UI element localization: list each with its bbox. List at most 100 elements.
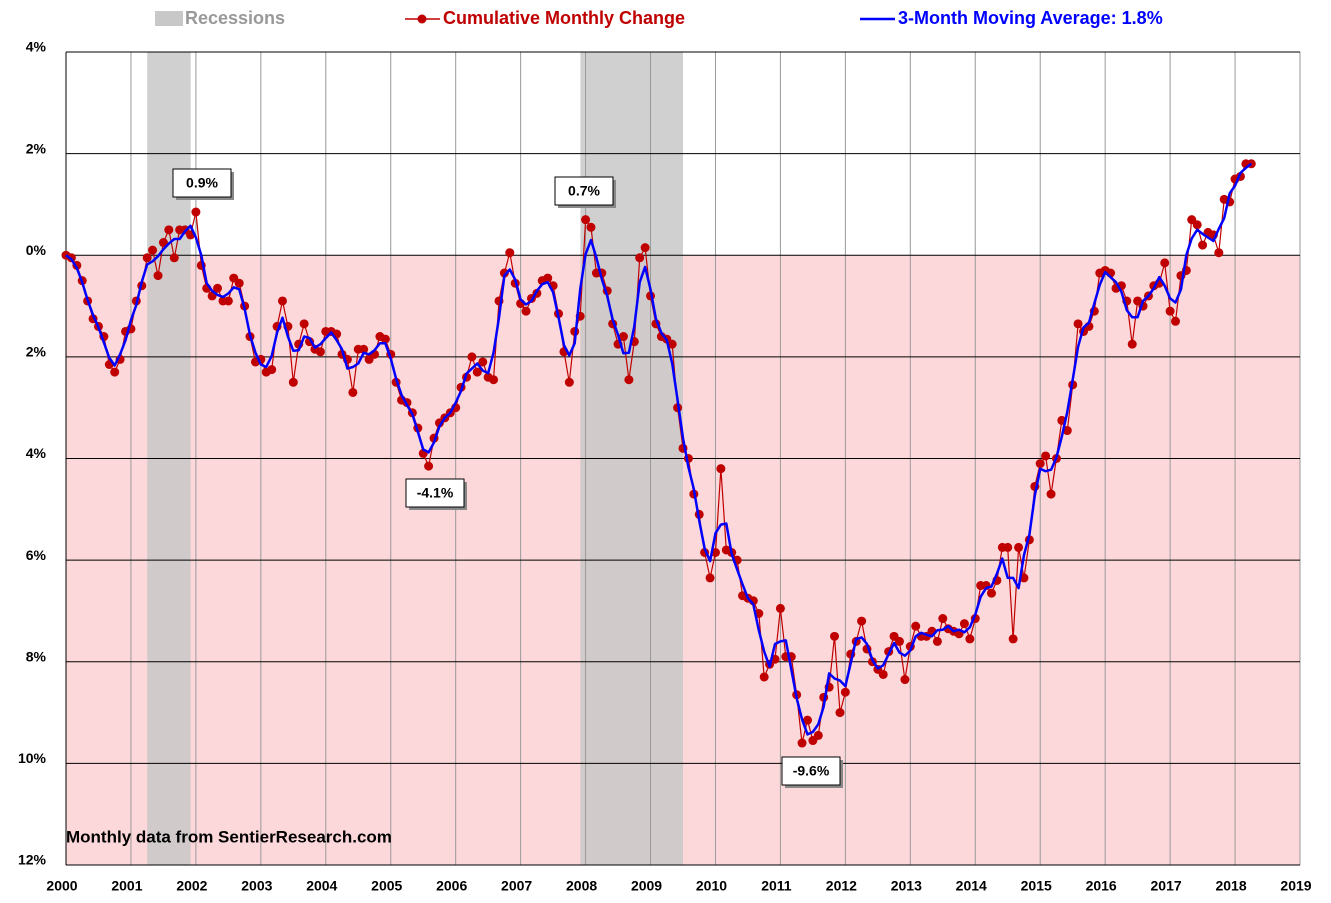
data-point <box>618 332 628 342</box>
data-point <box>900 675 910 685</box>
x-tick-label: 2008 <box>566 878 597 894</box>
annotation-label: -4.1% <box>417 485 454 501</box>
x-tick-label: 2001 <box>111 878 142 894</box>
y-tick-label: 2% <box>26 140 47 156</box>
data-point <box>164 225 174 235</box>
x-tick-label: 2004 <box>306 878 337 894</box>
annotation: -4.1% <box>405 478 467 510</box>
data-point <box>169 253 179 263</box>
data-point <box>1198 240 1208 250</box>
plot-background <box>65 51 1301 866</box>
y-tick-label: 4% <box>26 39 47 55</box>
annotation-box <box>554 176 614 206</box>
x-tick-label: 2000 <box>46 878 77 894</box>
data-point <box>830 631 840 641</box>
data-point <box>299 319 309 329</box>
legend: Recessions Cumulative Monthly Change 3-Mon… <box>155 8 1163 28</box>
data-point <box>1192 220 1202 230</box>
data-point <box>640 243 650 253</box>
y-tick-label: 6% <box>26 547 47 563</box>
legend-swatch <box>155 11 183 26</box>
data-point <box>624 375 634 385</box>
data-point <box>467 352 477 362</box>
data-point <box>499 268 509 278</box>
annotation: 0.9% <box>172 168 234 200</box>
data-point <box>797 738 807 748</box>
data-point <box>667 339 677 349</box>
data-point <box>1214 248 1224 258</box>
data-point <box>1073 319 1083 329</box>
data-point <box>1003 542 1013 552</box>
data-point <box>472 367 482 377</box>
data-point <box>759 672 769 682</box>
data-point <box>191 207 201 217</box>
data-point <box>803 715 813 725</box>
x-tick-label: 2018 <box>1215 878 1246 894</box>
data-point <box>813 730 823 740</box>
data-point <box>894 636 904 646</box>
data-point <box>478 357 488 367</box>
annotation-box <box>781 756 841 786</box>
data-point <box>277 296 287 306</box>
x-tick-label: 2011 <box>761 878 792 894</box>
data-point <box>564 377 574 387</box>
data-point <box>987 588 996 598</box>
data-point <box>581 215 591 225</box>
annotation-label: 0.9% <box>186 175 218 191</box>
legend-label: 3-Month Moving Average: 1.8% <box>898 8 1163 28</box>
data-point <box>959 619 969 629</box>
x-tick-label: 2003 <box>241 878 272 894</box>
data-point <box>359 344 369 354</box>
source-note: Monthly data from SentierResearch.com <box>66 827 392 846</box>
x-tick-label: 2007 <box>501 878 532 894</box>
data-point <box>1046 489 1056 499</box>
data-point <box>932 636 942 646</box>
annotation-box <box>405 478 465 508</box>
x-tick-label: 2016 <box>1086 878 1117 894</box>
legend-marker <box>417 14 427 24</box>
data-point <box>1014 542 1024 552</box>
data-point <box>543 273 553 283</box>
y-tick-label: 12% <box>18 852 47 868</box>
data-point <box>938 614 948 624</box>
data-point <box>489 375 499 385</box>
data-point <box>223 296 233 306</box>
y-tick-label: 0% <box>26 242 47 258</box>
data-point <box>840 687 850 697</box>
data-point <box>213 283 223 293</box>
x-tick-label: 2019 <box>1280 878 1311 894</box>
legend-label: Recessions <box>185 8 285 28</box>
x-tick-label: 2014 <box>956 878 987 894</box>
annotation-label: 0.7% <box>568 183 600 199</box>
y-tick-label: 10% <box>18 750 47 766</box>
data-point <box>775 603 785 613</box>
data-point <box>911 621 921 631</box>
x-tick-label: 2006 <box>436 878 467 894</box>
x-tick-label: 2012 <box>826 878 857 894</box>
legend-label: Cumulative Monthly Change <box>443 8 685 28</box>
y-tick-label: 8% <box>26 648 47 664</box>
x-tick-label: 2017 <box>1151 878 1182 894</box>
annotation: 0.7% <box>554 176 616 208</box>
data-point <box>158 238 168 248</box>
data-point <box>505 248 515 258</box>
data-point <box>1160 258 1170 268</box>
data-point <box>1127 339 1137 349</box>
data-point <box>288 377 298 387</box>
data-point <box>153 271 163 281</box>
data-point <box>348 387 358 397</box>
data-point <box>635 253 645 263</box>
data-point <box>705 573 715 583</box>
data-point <box>716 464 726 474</box>
data-point <box>586 222 596 232</box>
annotation-label: -9.6% <box>793 763 830 779</box>
data-point <box>1165 306 1175 316</box>
y-tick-label: 2% <box>26 344 47 360</box>
annotation: -9.6% <box>781 756 843 788</box>
data-point <box>380 334 390 344</box>
x-tick-label: 2005 <box>371 878 402 894</box>
data-point <box>1035 459 1045 469</box>
data-point <box>148 245 158 255</box>
x-tick-label: 2013 <box>891 878 922 894</box>
